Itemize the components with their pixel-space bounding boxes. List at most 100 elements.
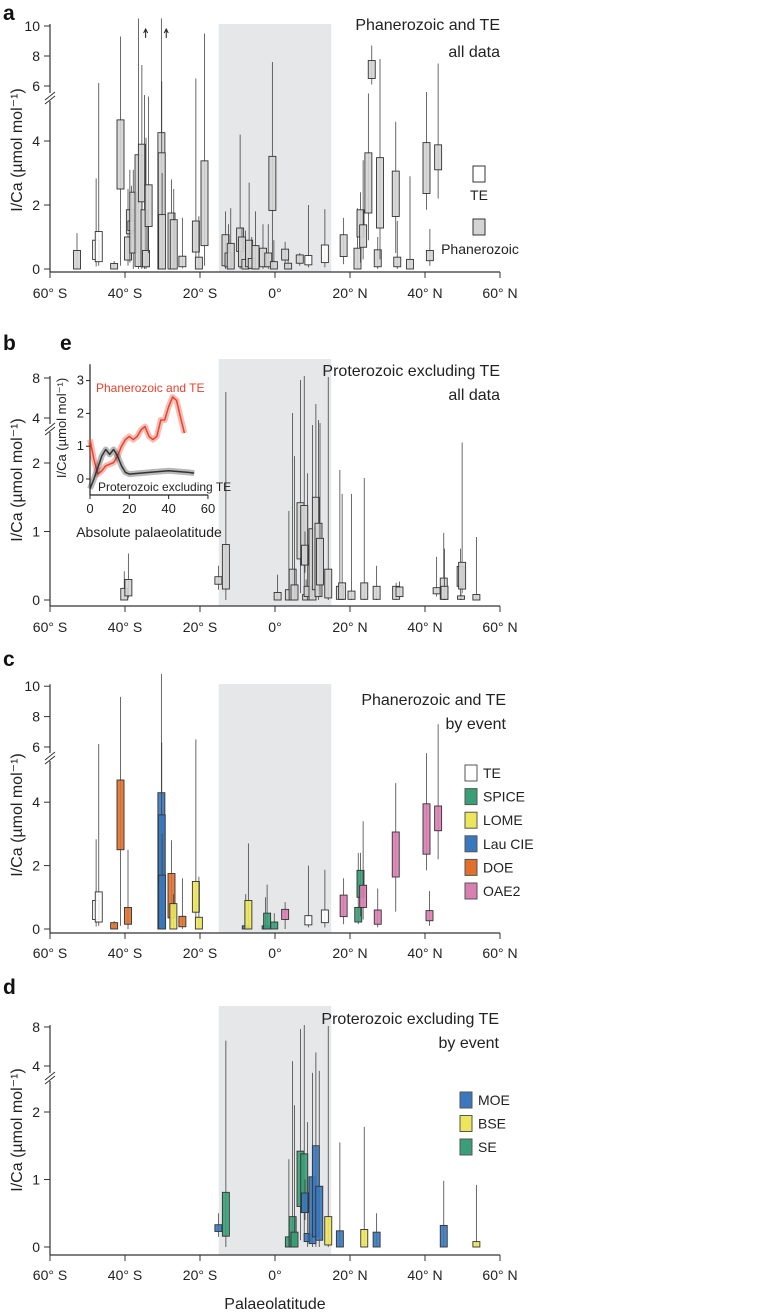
- panel-d-y-tick-label: 0: [32, 1239, 40, 1255]
- panel-b-x-tick-label: 60° S: [33, 619, 67, 635]
- panel-a-x-tick-label: 0°: [268, 285, 281, 301]
- panel-c-box-oae2: [339, 894, 348, 918]
- panel-d-box-se: [290, 1231, 299, 1248]
- legend-swatch-se: [459, 1138, 473, 1156]
- panel-b-x-tick-label: 20° N: [332, 619, 367, 635]
- panel-a-box-phanerozoic: [373, 249, 382, 268]
- panel-d-y-tick-label: 8: [32, 1019, 40, 1035]
- panel-b-x-tick-label: 40° S: [108, 619, 142, 635]
- inset-y-tick-label: 2: [77, 405, 84, 420]
- legend-label-doe: DOE: [483, 859, 513, 875]
- panel-b-y-tick-label: 1: [32, 524, 40, 540]
- panel-letter-a: a: [3, 2, 15, 25]
- panel-c-box-spice: [270, 921, 279, 930]
- legend-label-lau-cie: Lau CIE: [483, 836, 534, 852]
- panel-a-box-phanerozoic: [110, 263, 119, 270]
- panel-a-ylabel: I/Ca (µmol mol⁻¹): [9, 88, 26, 211]
- legend-swatch-doe: [464, 858, 478, 876]
- panel-d-y-tick-label: 2: [32, 1104, 40, 1120]
- panel-a-axis-break-icon: [44, 91, 56, 105]
- panel-c-box-oae2: [281, 908, 290, 920]
- legend-label-te: TE: [470, 187, 488, 203]
- panel-b-x-tick-label: 40° N: [407, 619, 442, 635]
- panel-b-y-tick-label: 2: [32, 455, 40, 471]
- panel-c-x-tick-label: 40° S: [108, 945, 142, 961]
- panel-d-box-se: [221, 1191, 230, 1237]
- panel-b-title-line1: Proterozoic excluding TE: [322, 363, 500, 380]
- panel-b-ylabel: I/Ca (µmol mol⁻¹): [9, 418, 26, 541]
- panel-c-box-oae2: [422, 803, 431, 855]
- legend-swatch-lome: [464, 811, 478, 829]
- legend-swatch-lau-cie: [464, 835, 478, 853]
- panel-b-box-proterozoic: [338, 582, 347, 600]
- panel-d-title-line2: by event: [439, 1035, 500, 1052]
- panel-b-box-proterozoic: [347, 590, 356, 600]
- panel-a-box-phanerozoic: [353, 247, 362, 270]
- panel-a-y-tick-label: 8: [32, 48, 40, 64]
- panel-d-title-line1: Proterozoic excluding TE: [321, 1011, 499, 1028]
- legend-label-oae2: OAE2: [483, 883, 521, 899]
- panel-a-box-phanerozoic: [264, 252, 273, 268]
- panel-c-x-tick-label: 20° N: [332, 945, 367, 961]
- panel-a-y-tick-label: 2: [32, 197, 40, 213]
- inset-ylabel: I/Ca (µmol mol⁻¹): [54, 378, 69, 478]
- panel-c-box-te: [94, 891, 103, 923]
- panel-b-box-proterozoic: [124, 579, 133, 597]
- panel-c-box-oae2: [373, 909, 382, 925]
- inset-x-tick-label: 0: [86, 501, 93, 516]
- inset-series-label-black: Proterozoic excluding TE: [98, 480, 231, 494]
- panel-b-box-proterozoic: [472, 594, 481, 601]
- panel-d-x-tick-label: 0°: [268, 1267, 281, 1283]
- panel-a-box-phanerozoic: [406, 258, 414, 270]
- legend-label-bse: BSE: [478, 1116, 506, 1132]
- panel-b-box-proterozoic: [324, 568, 333, 599]
- panel-c-y-tick-label: 4: [32, 794, 40, 810]
- panel-d-x-tick-label: 40° S: [108, 1267, 142, 1283]
- panel-a-x-tick-label: 40° N: [407, 285, 442, 301]
- panel-c-box-oae2: [391, 831, 400, 878]
- panel-a-box-phanerozoic: [158, 214, 167, 270]
- inset-y-tick-label: 3: [77, 373, 84, 388]
- panel-a-box-phanerozoic: [169, 219, 178, 270]
- panel-a-box-phanerozoic: [116, 119, 125, 190]
- panel-d-box-bse: [324, 1216, 333, 1246]
- panel-a-box-te: [320, 244, 329, 264]
- inset-y-tick-label: 0: [77, 471, 84, 486]
- panel-b-axis-break-icon: [44, 422, 56, 436]
- inset-x-tick-label: 60: [201, 501, 215, 516]
- x-axis-title: Palaeolatitude: [224, 1296, 326, 1313]
- inset-series-line-0: [89, 396, 186, 475]
- panel-b-x-tick-label: 60° N: [482, 619, 517, 635]
- panel-a-box-phanerozoic: [339, 234, 348, 257]
- legend-swatch-oae2: [464, 882, 478, 900]
- inset-x-tick-label: 20: [122, 501, 136, 516]
- panel-a-box-phanerozoic: [178, 255, 187, 268]
- panel-d-x-tick-label: 60° S: [33, 1267, 67, 1283]
- panel-a-x-tick-label: 60° N: [482, 285, 517, 301]
- panel-a-x-tick-label: 20° S: [183, 285, 217, 301]
- panel-a-box-phanerozoic: [137, 143, 146, 203]
- panel-b-box-proterozoic: [432, 587, 441, 595]
- panel-a-x-tick-label: 40° S: [108, 285, 142, 301]
- panel-d-x-tick-label: 20° S: [183, 1267, 217, 1283]
- legend-swatch-spice: [464, 788, 478, 806]
- panel-d-x-tick-label: 40° N: [407, 1267, 442, 1283]
- panel-a-box-phanerozoic: [376, 157, 384, 229]
- panel-letter-c: c: [3, 648, 15, 671]
- panel-c-y-tick-label: 8: [32, 709, 40, 725]
- panel-b-x-tick-label: 0°: [268, 619, 281, 635]
- panel-c-box-oae2: [359, 884, 368, 908]
- panel-a-box-phanerozoic: [425, 249, 434, 262]
- panel-b-box-proterozoic: [290, 584, 299, 601]
- panel-a-box-phanerozoic: [422, 142, 431, 194]
- panel-b-box-proterozoic: [440, 585, 449, 600]
- panel-b-box-proterozoic: [372, 585, 381, 600]
- panel-d-box-moe: [335, 1230, 344, 1248]
- panel-a-y-tick-label: 4: [32, 133, 40, 149]
- panel-letter-d: d: [3, 976, 16, 999]
- legend-swatch-te: [472, 165, 486, 183]
- panel-b-box-proterozoic: [214, 576, 223, 585]
- inset-series-line-1: [89, 448, 195, 490]
- panel-c-box-oae2: [425, 910, 434, 922]
- panel-a-box-phanerozoic: [393, 256, 402, 268]
